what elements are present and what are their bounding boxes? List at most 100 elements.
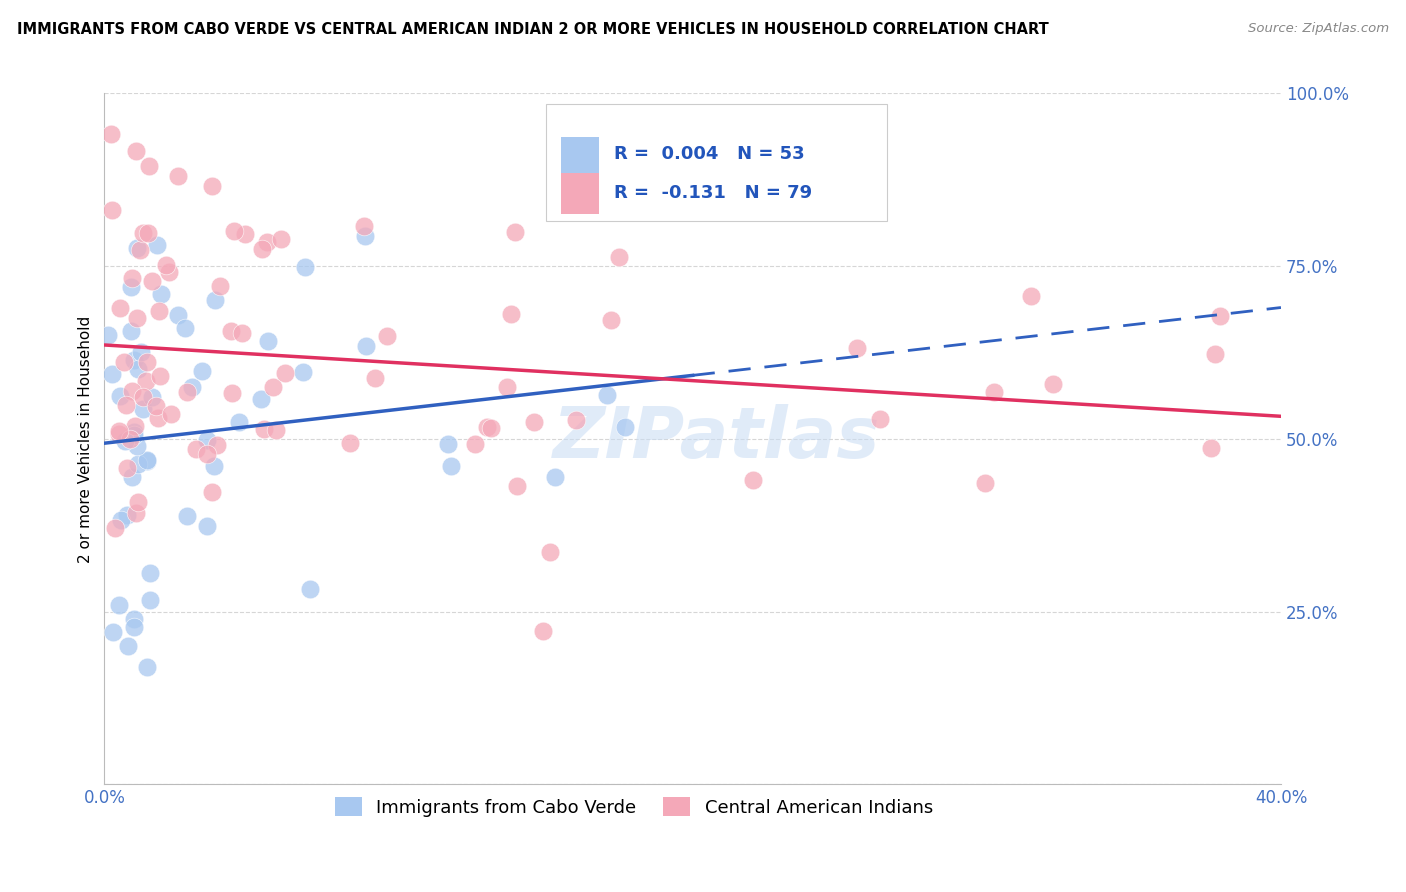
Point: [292, 365, 315, 379]
Point: [565, 413, 588, 427]
Point: [224, 224, 246, 238]
Text: Source: ZipAtlas.com: Source: ZipAtlas.com: [1249, 22, 1389, 36]
Point: [264, 423, 287, 437]
Point: [136, 454, 159, 468]
FancyBboxPatch shape: [561, 136, 599, 178]
Point: [181, 380, 204, 394]
Point: [1209, 309, 1232, 323]
Point: [256, 334, 278, 349]
Point: [544, 470, 567, 484]
Point: [184, 442, 207, 456]
Point: [299, 582, 322, 597]
Point: [176, 385, 198, 400]
Point: [294, 260, 316, 274]
Point: [983, 385, 1005, 400]
Point: [121, 469, 143, 483]
Point: [973, 475, 995, 490]
Point: [122, 619, 145, 633]
Point: [155, 258, 177, 272]
Point: [139, 593, 162, 607]
Point: [132, 227, 155, 241]
Point: [100, 367, 122, 381]
Point: [538, 545, 561, 559]
Point: [136, 660, 159, 674]
Point: [1019, 289, 1042, 303]
Point: [201, 485, 224, 500]
Point: [503, 225, 526, 239]
Point: [339, 436, 361, 450]
Point: [138, 159, 160, 173]
Point: [256, 235, 278, 249]
Point: [114, 398, 136, 412]
Point: [221, 324, 243, 338]
Point: [231, 326, 253, 340]
Point: [127, 311, 149, 326]
Point: [869, 412, 891, 426]
Point: [120, 324, 142, 338]
Point: [125, 241, 148, 255]
Point: [114, 434, 136, 449]
Text: R =  -0.131   N = 79: R = -0.131 N = 79: [614, 185, 811, 202]
Point: [205, 438, 228, 452]
Point: [139, 566, 162, 581]
Point: [108, 427, 131, 442]
Point: [101, 203, 124, 218]
Point: [112, 354, 135, 368]
Point: [129, 345, 152, 359]
Point: [1042, 376, 1064, 391]
Point: [477, 419, 499, 434]
Point: [208, 279, 231, 293]
Point: [135, 374, 157, 388]
Point: [157, 265, 180, 279]
Point: [195, 433, 218, 447]
Point: [195, 447, 218, 461]
Point: [195, 518, 218, 533]
Point: [129, 243, 152, 257]
Point: [115, 460, 138, 475]
Point: [609, 250, 631, 264]
Point: [97, 328, 120, 343]
Point: [353, 219, 375, 233]
Point: [148, 411, 170, 425]
Point: [108, 301, 131, 315]
Point: [127, 458, 149, 472]
Point: [127, 495, 149, 509]
Point: [115, 508, 138, 522]
Point: [506, 479, 529, 493]
Point: [135, 453, 157, 467]
Point: [495, 380, 517, 394]
Point: [354, 228, 377, 243]
Point: [200, 178, 222, 193]
Text: IMMIGRANTS FROM CABO VERDE VS CENTRAL AMERICAN INDIAN 2 OR MORE VEHICLES IN HOUS: IMMIGRANTS FROM CABO VERDE VS CENTRAL AM…: [17, 22, 1049, 37]
Point: [274, 366, 297, 380]
Point: [148, 304, 170, 318]
Point: [124, 419, 146, 434]
Point: [117, 639, 139, 653]
Point: [149, 369, 172, 384]
Point: [108, 389, 131, 403]
Point: [202, 458, 225, 473]
FancyBboxPatch shape: [546, 103, 887, 221]
Text: ZIPatlas: ZIPatlas: [553, 404, 880, 474]
Point: [110, 514, 132, 528]
Point: [437, 436, 460, 450]
Point: [122, 428, 145, 442]
Point: [191, 364, 214, 378]
Point: [132, 401, 155, 416]
Point: [204, 293, 226, 308]
Point: [104, 521, 127, 535]
Point: [845, 341, 868, 355]
Point: [122, 611, 145, 625]
Point: [108, 598, 131, 612]
Point: [613, 420, 636, 434]
Point: [221, 385, 243, 400]
Point: [141, 391, 163, 405]
Point: [1199, 441, 1222, 455]
Point: [364, 371, 387, 385]
Point: [440, 458, 463, 473]
Point: [150, 287, 173, 301]
Point: [125, 144, 148, 158]
Point: [253, 422, 276, 436]
FancyBboxPatch shape: [561, 173, 599, 214]
Point: [120, 280, 142, 294]
